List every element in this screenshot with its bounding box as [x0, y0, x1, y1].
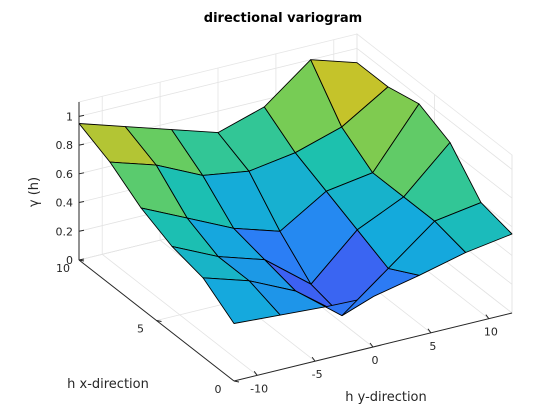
y-tick-mark: [156, 320, 162, 322]
z-tick-mark: [78, 201, 85, 204]
z-tick-mark: [78, 258, 85, 261]
surface: [78, 59, 513, 324]
z-tick-label: 0.4: [56, 197, 74, 210]
x-tick-mark: [369, 342, 374, 348]
surface-patch: [434, 202, 513, 253]
z-tick-label: 0: [66, 254, 73, 267]
z-tick-label: 1: [66, 110, 73, 123]
x-tick-label: 5: [429, 340, 436, 353]
chart-title: directional variogram: [204, 11, 362, 26]
y-tick-label: 0: [215, 383, 222, 396]
x-tick-label: 10: [484, 326, 498, 339]
z-tick-label: 0.6: [56, 168, 74, 181]
axes-lines: [78, 102, 513, 383]
x-tick-mark: [253, 371, 258, 376]
y-axis-label: h x-direction: [67, 377, 149, 392]
x-tick-label: -5: [312, 368, 323, 381]
z-tick-mark: [78, 172, 85, 175]
z-tick-label: 0.2: [56, 225, 74, 238]
y-tick-label: 5: [137, 323, 144, 336]
x-tick-label: -10: [250, 382, 268, 395]
z-tick-mark: [78, 143, 85, 146]
y-tick-label: 10: [56, 262, 70, 275]
z-tick-label: 0.8: [56, 139, 74, 152]
x-tick-label: 0: [372, 354, 379, 367]
x-tick-mark: [311, 356, 316, 362]
z-axis-label: γ (h): [27, 177, 42, 207]
x-axis-label: h y-direction: [345, 390, 427, 405]
z-tick-mark: [78, 114, 85, 117]
y-tick-mark: [233, 380, 240, 383]
x-tick-mark: [427, 328, 432, 334]
z-tick-mark: [78, 229, 85, 232]
x-tick-mark: [485, 314, 490, 319]
